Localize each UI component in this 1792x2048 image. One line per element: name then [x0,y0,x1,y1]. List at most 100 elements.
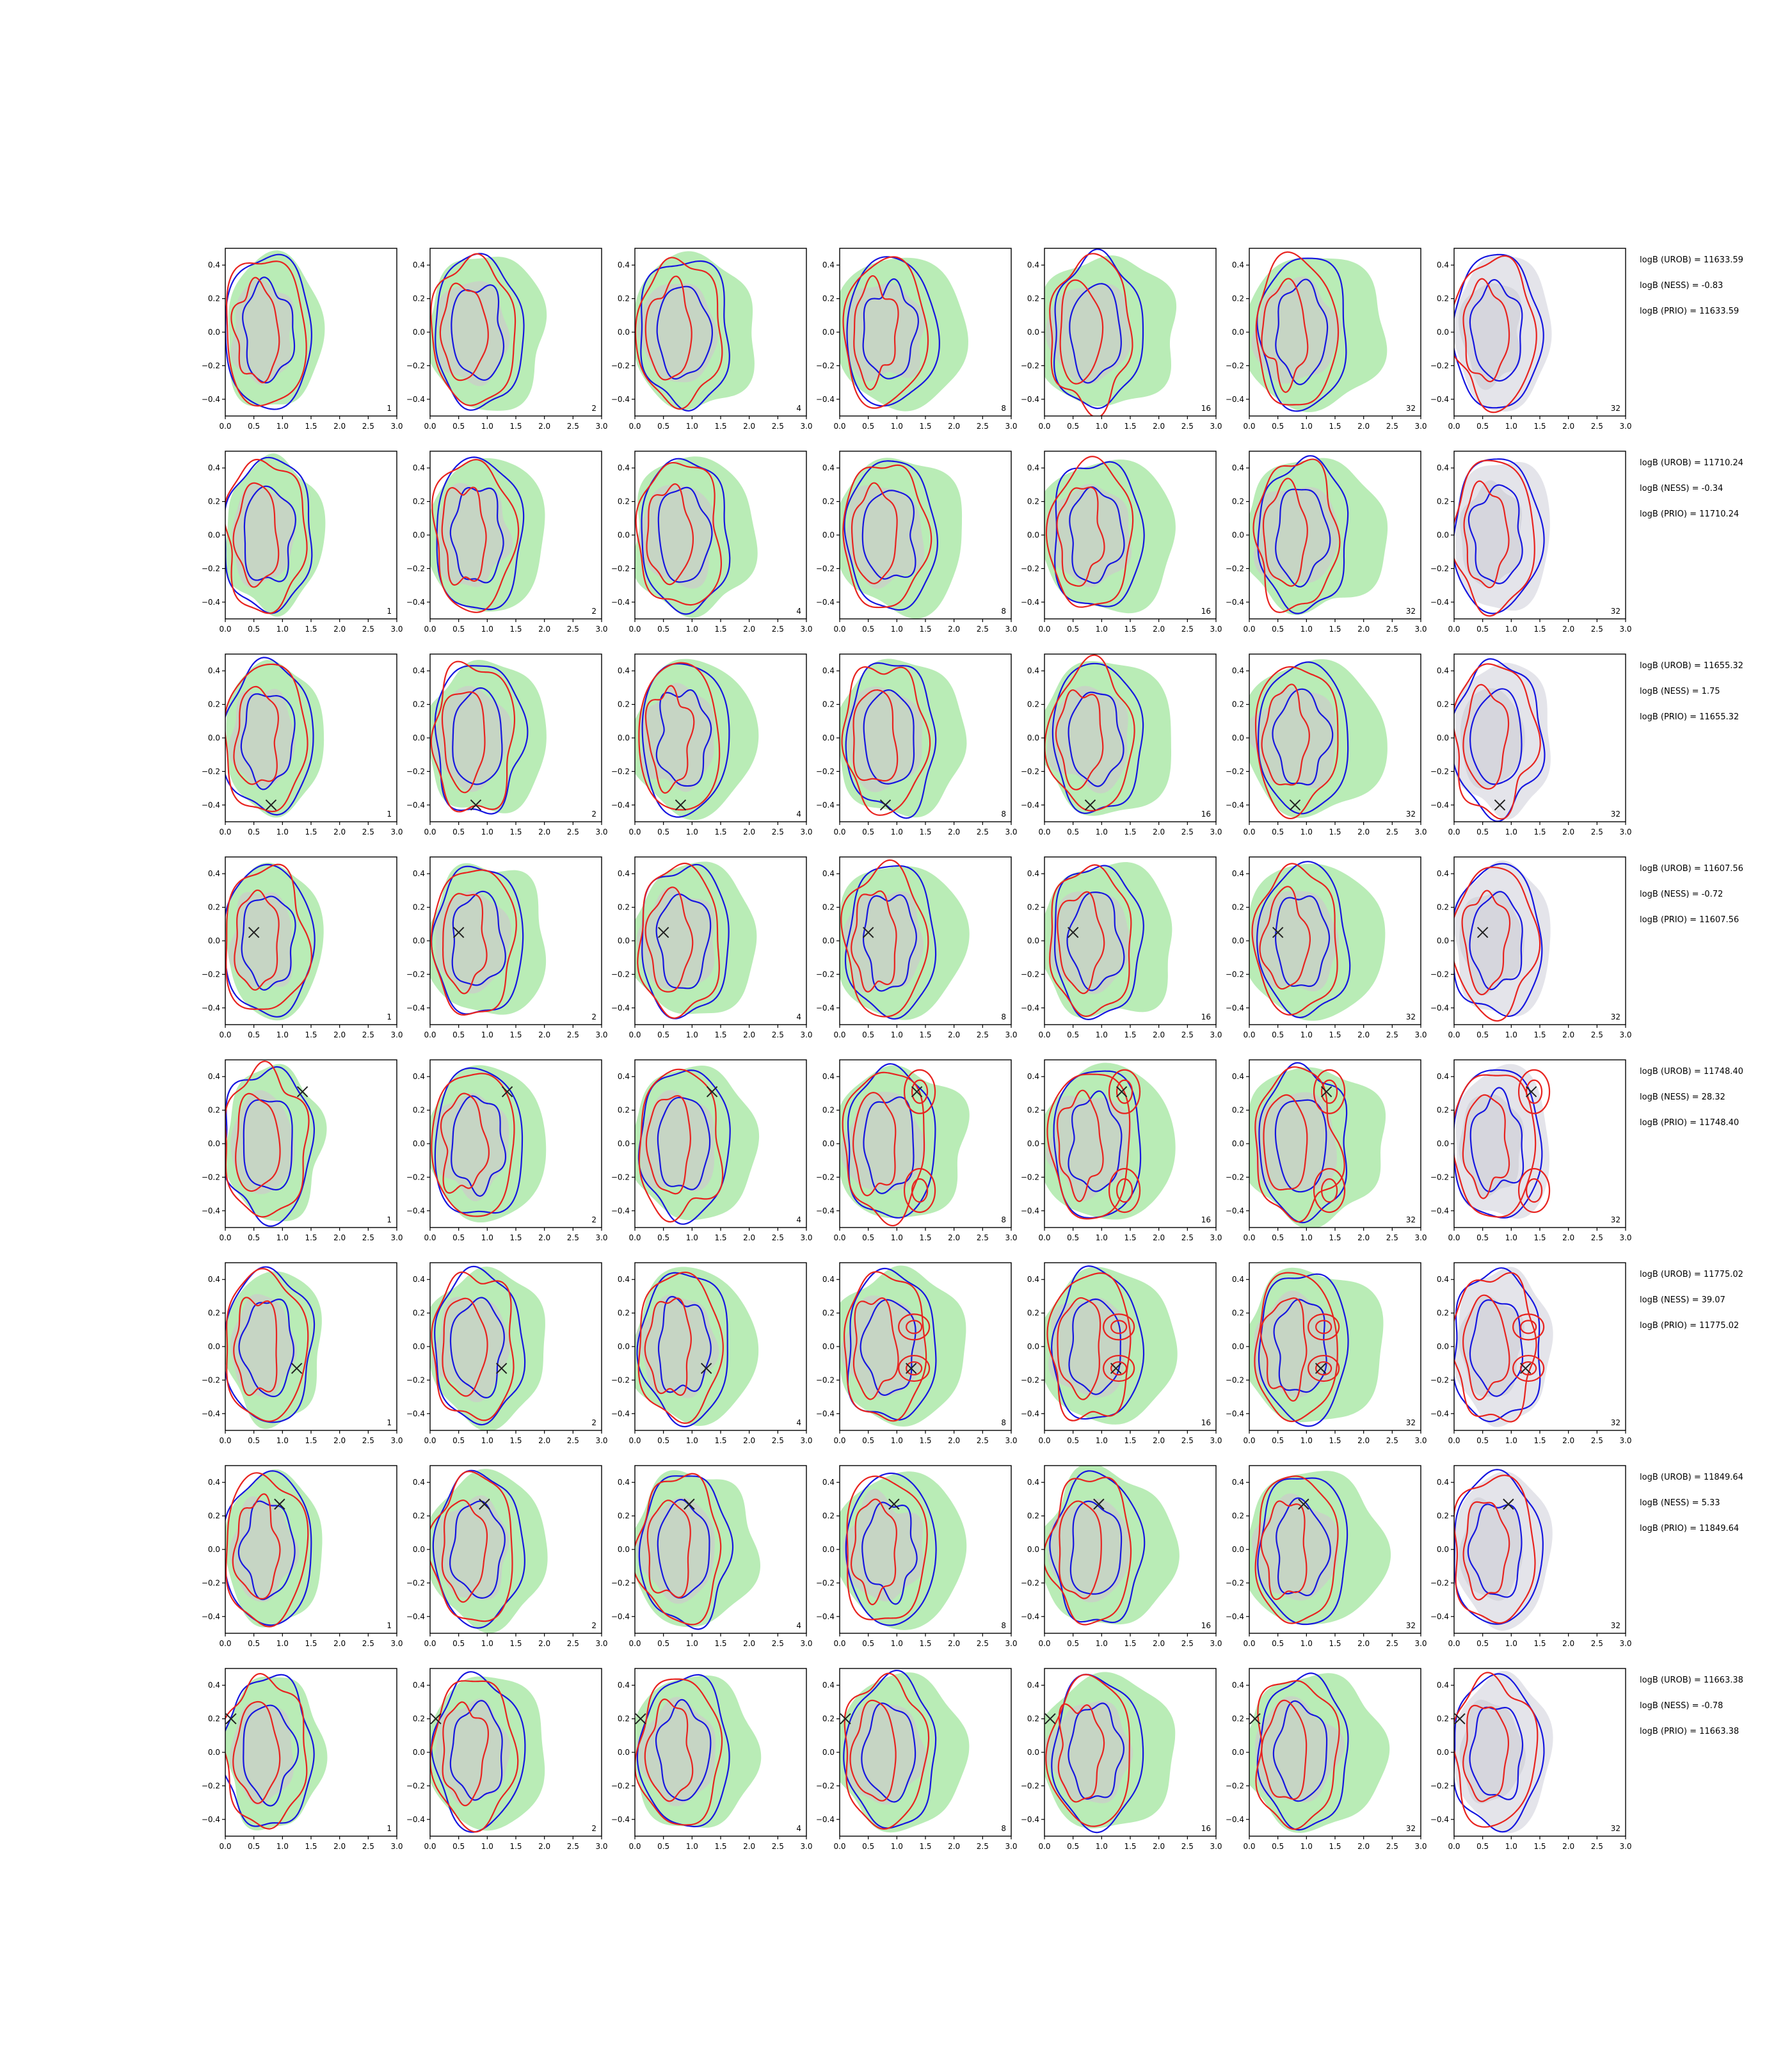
x-tick-label: 0.5 [452,422,465,431]
y-tick-label: −0.2 [202,1578,220,1587]
y-tick-label: −0.4 [1430,1612,1449,1621]
red-mode-ring [1315,1320,1332,1334]
blue-inner-contour [1467,1503,1523,1598]
true-parameter-marker [274,1498,285,1510]
x-tick-label: 2.5 [567,1436,579,1445]
panel-r2-c1: 0.4 0.2 0.0 −0.2 −0.4 0.0 0.5 1.0 1.5 2.0 2.5 3.0 1 [202,451,403,634]
x-tick-label: 2.5 [977,1233,989,1242]
panel-sample-label: 32 [1611,1215,1620,1224]
y-tick-label: 0.2 [618,497,630,506]
true-parameter-marker [840,1713,851,1725]
true-parameter-marker [1454,1713,1466,1725]
x-tick-label: 3.0 [1619,1436,1631,1445]
y-tick-label: 0.2 [208,497,220,506]
x-tick-label: 1.5 [509,625,522,634]
x-tick-label: 2.0 [743,828,755,836]
panel-sample-label: 4 [796,1012,801,1021]
panel-r8-c3: 0.4 0.2 0.0 −0.2 −0.4 0.0 0.5 1.0 1.5 2.0 2.5 3.0 4 [611,1668,813,1851]
y-tick-label: 0.2 [413,1106,425,1115]
x-tick-label: 3.0 [1619,1030,1631,1039]
y-tick-label: 0.2 [1437,1715,1449,1724]
logb-stat: logB (NESS) = -0.72 [1640,890,1723,899]
y-tick-label: 0.4 [1027,463,1039,472]
y-tick-label: 0.0 [822,1545,835,1554]
x-tick-label: 1.0 [891,1436,903,1445]
x-tick-label: 3.0 [1414,625,1427,634]
y-tick-label: 0.0 [413,328,425,337]
inner-density-fill [437,483,513,588]
x-tick-label: 2.0 [948,422,960,431]
y-tick-label: −0.2 [406,564,425,573]
y-tick-label: 0.0 [1232,531,1244,540]
x-tick-label: 1.0 [686,1842,698,1851]
y-tick-label: 0.4 [413,869,425,878]
panel-sample-label: 4 [796,1824,801,1833]
y-tick-label: 0.4 [1437,1275,1449,1284]
x-tick-label: 2.0 [538,1639,550,1648]
panel-sample-label: 32 [1611,810,1620,819]
true-parameter-marker [1298,1498,1309,1510]
x-tick-label: 2.0 [743,625,755,634]
blue-inner-contour [1069,486,1125,584]
logb-stat: logB (UROB) = 11663.38 [1640,1676,1743,1685]
y-tick-label: 0.4 [1027,1072,1039,1081]
logb-stat: logB (UROB) = 11607.56 [1640,864,1743,874]
y-tick-label: 0.2 [1232,497,1244,506]
y-tick-label: −0.2 [1021,970,1039,979]
blue-inner-contour [449,1500,506,1599]
red-mode-ring [1517,1069,1551,1114]
panel-r6-c7: 0.4 0.2 0.0 −0.2 −0.4 0.0 0.5 1.0 1.5 2.0 2.5 3.0 32 [1430,1262,1632,1445]
blue-outer-contour [636,1272,728,1428]
y-tick-label: −0.4 [406,1612,425,1621]
true-parameter-marker [888,1498,900,1510]
panel-sample-label: 32 [1406,810,1416,819]
panel-r8-c6: 0.4 0.2 0.0 −0.2 −0.4 0.0 0.5 1.0 1.5 2.0 2.5 3.0 32 [1226,1668,1427,1851]
blue-outer-contour [1051,1674,1144,1834]
x-tick-label: 2.0 [1153,422,1165,431]
y-tick-label: −0.4 [1430,801,1449,810]
red-inner-contour [1055,689,1104,790]
x-tick-label: 3.0 [1619,1842,1631,1851]
x-tick-label: 0.0 [628,1639,641,1648]
x-tick-label: 2.0 [1562,422,1574,431]
y-tick-label: 0.2 [822,903,835,912]
x-tick-label: 1.5 [1124,1436,1136,1445]
blue-inner-contour [1273,1299,1327,1393]
inner-density-fill [1048,1498,1131,1603]
red-outer-contour [225,1673,308,1830]
y-tick-label: 0.4 [822,869,835,878]
x-tick-label: 3.0 [1005,1842,1017,1851]
panel-sample-label: 4 [796,1215,801,1224]
y-tick-label: −0.2 [611,1375,630,1384]
red-mode-ring [1320,1079,1338,1104]
y-tick-label: −0.2 [1430,1172,1449,1181]
y-tick-label: 0.4 [1232,260,1244,269]
true-parameter-marker [675,799,687,811]
x-tick-label: 2.5 [977,1436,989,1445]
x-tick-label: 2.5 [1386,1436,1398,1445]
x-tick-label: 1.5 [1329,1030,1341,1039]
red-inner-contour [644,685,695,794]
y-tick-label: 0.4 [208,1275,220,1284]
red-inner-contour [1260,1500,1308,1601]
x-tick-label: 3.0 [390,1639,403,1648]
x-tick-label: 0.0 [833,1639,845,1648]
x-tick-label: 0.0 [219,1639,231,1648]
x-tick-label: 0.0 [833,1233,845,1242]
inner-density-fill [1046,685,1128,794]
x-tick-label: 2.5 [1181,422,1194,431]
blue-inner-contour [1275,895,1331,988]
panel-sample-label: 1 [387,1621,392,1630]
x-tick-label: 0.5 [452,1842,465,1851]
x-tick-label: 1.5 [1329,1639,1341,1648]
red-outer-contour [225,260,307,407]
x-tick-label: 1.0 [276,1639,289,1648]
blue-outer-contour [641,863,730,1020]
y-tick-label: −0.4 [202,1004,220,1012]
inner-density-fill [1459,1497,1523,1601]
panel-r8-c2: 0.4 0.2 0.0 −0.2 −0.4 0.0 0.5 1.0 1.5 2.0 2.5 3.0 2 [406,1668,608,1851]
x-tick-label: 2.0 [333,828,346,836]
x-tick-label: 1.0 [1505,828,1517,836]
y-tick-label: −0.4 [406,598,425,607]
x-tick-label: 0.0 [1448,625,1460,634]
